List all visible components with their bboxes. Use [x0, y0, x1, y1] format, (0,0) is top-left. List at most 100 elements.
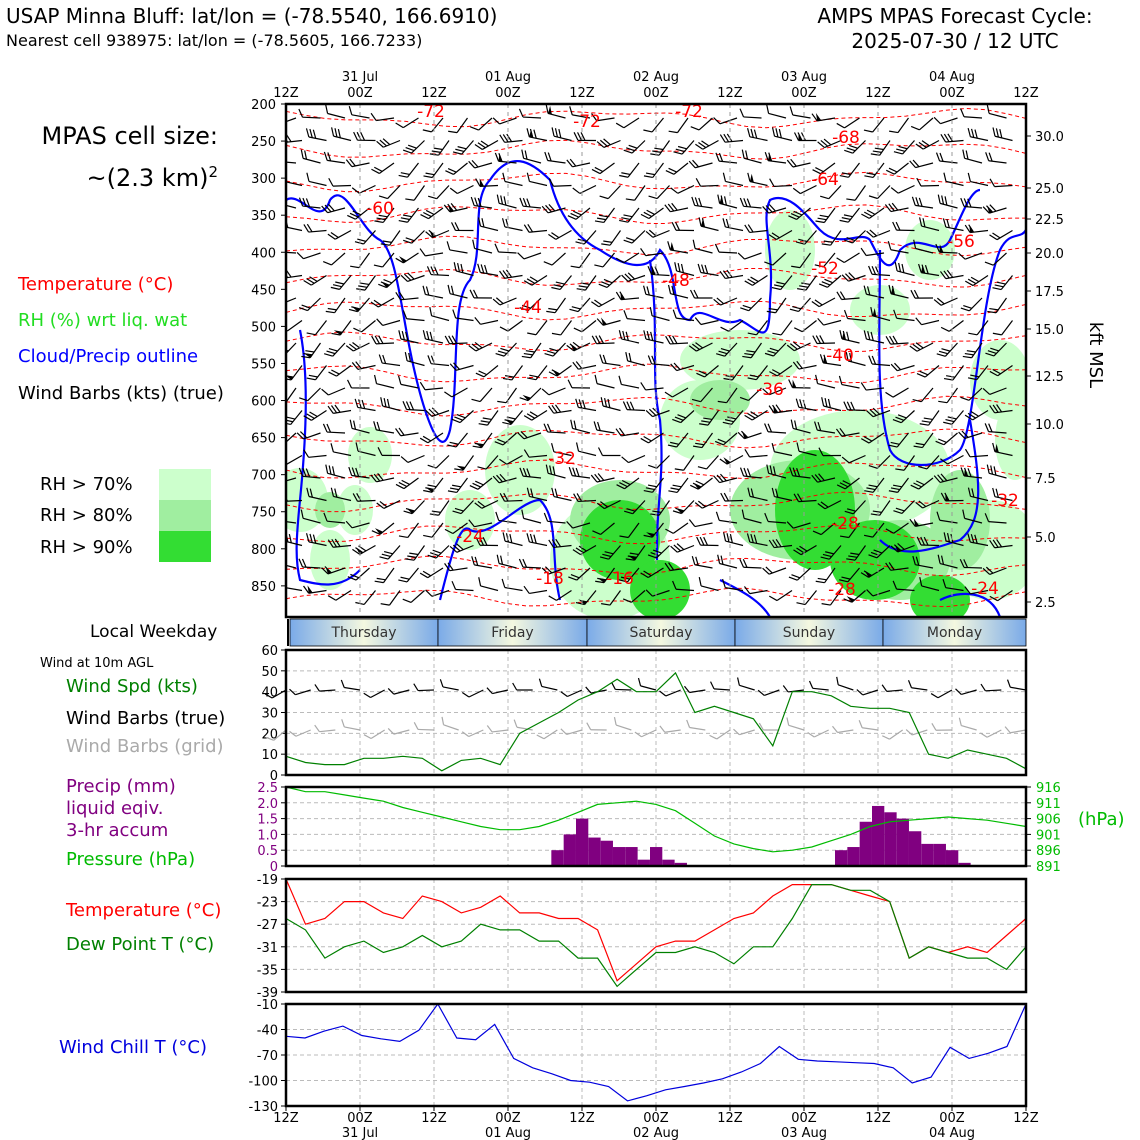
wind-barb [521, 342, 542, 359]
wind-barb [713, 473, 738, 484]
wind-barb [643, 330, 664, 344]
wind-barb [501, 218, 523, 232]
wind-barb-10m [1006, 679, 1027, 691]
wind-barb [741, 509, 762, 524]
wind-barb [568, 567, 591, 581]
wind-barb [918, 455, 940, 470]
wind-barb [888, 432, 909, 448]
wind-barb [423, 522, 444, 538]
wind-barb [526, 172, 548, 187]
wind-barb [353, 320, 376, 333]
wind-barb [306, 172, 327, 187]
wind-barb [762, 387, 787, 396]
wind-barb [985, 152, 1007, 164]
wind-barb [843, 590, 866, 603]
wind-barb [868, 355, 891, 367]
wind-barb [836, 252, 860, 264]
wind-barb [404, 351, 425, 367]
wind-barb [452, 140, 474, 155]
wind-barb [717, 387, 738, 404]
wind-barb [477, 455, 499, 470]
wind-barb [615, 291, 640, 301]
wind-barb [933, 297, 958, 306]
wind-barb [764, 342, 787, 357]
wind-barb [474, 139, 499, 150]
wind-speed-line [285, 671, 1027, 772]
wind-barb [722, 410, 744, 425]
y-tick-label: 60 [261, 644, 278, 659]
wind-barb [960, 297, 983, 312]
wind-barb [299, 387, 321, 402]
pressure-right-tick-label: 901 [1036, 828, 1061, 843]
wind-barb [697, 455, 719, 470]
wind-barb [523, 409, 548, 421]
wind-barb [351, 184, 376, 194]
wind-barb [499, 492, 523, 502]
isotherm-label: -18 [536, 569, 564, 589]
wind-barb-grid [341, 719, 361, 731]
rh-contour [765, 210, 815, 290]
wind-barb [821, 397, 842, 412]
wind-barb [548, 229, 572, 240]
wind-barb-grid [733, 728, 755, 736]
wind-barb [789, 297, 811, 313]
time-tick-bottom: 12Z [717, 1111, 743, 1126]
precip-label-line3: 3-hr accum [66, 820, 169, 841]
wind-barb [397, 375, 419, 389]
time-tick-top: 12Z [717, 86, 743, 101]
pressure-tick-label: 300 [251, 172, 276, 187]
wind-barb [376, 499, 401, 509]
wind-barb [912, 555, 934, 569]
cloud-outline [878, 229, 1026, 467]
precip-bar [933, 843, 946, 866]
wind-barb-10m [808, 680, 829, 691]
cell-size-line2: ~(2.3 km)2 [0, 154, 218, 196]
wind-barb [616, 477, 640, 490]
wind-barb [640, 567, 664, 579]
wind-barb [590, 473, 615, 483]
precip-bar [872, 805, 885, 866]
wind-barb [919, 217, 940, 232]
wind-barb [370, 297, 395, 308]
wind-barb [621, 454, 646, 464]
wind-barb [495, 342, 517, 357]
wind-barb [355, 590, 376, 606]
wind-barb-10m [264, 689, 287, 699]
wind-barb [844, 500, 866, 515]
time-tick-top: 12Z [421, 86, 447, 101]
wind-barb-grid [832, 725, 854, 734]
wind-barb [820, 185, 842, 200]
wind-barb [499, 133, 523, 143]
wind-barb [541, 387, 566, 396]
wind-barb [548, 178, 572, 187]
windchill-line [285, 1002, 1027, 1102]
wind-barb [696, 365, 719, 378]
pressure-right-tick-label: 906 [1036, 813, 1061, 828]
wind-barb [768, 538, 793, 549]
wind-barb [747, 128, 768, 142]
wind-barb [347, 207, 370, 220]
y-tick-label: 10 [261, 748, 278, 763]
wind-barb [839, 207, 860, 223]
wind-barb [303, 449, 327, 458]
wind-barb [964, 409, 989, 421]
wind-barb [846, 545, 866, 561]
wind-barb [526, 533, 548, 547]
cell-size-value: ~(2.3 km) [86, 164, 209, 192]
wind-barb [919, 577, 940, 592]
wind-barb [817, 317, 842, 326]
wind-barb [521, 149, 542, 164]
wind-barb [915, 139, 940, 150]
precip-label-line1: Precip (mm) [66, 776, 176, 797]
wind-barb [306, 320, 327, 336]
wind-barb [468, 341, 493, 352]
wind-barb [427, 455, 450, 469]
wind-barb [349, 419, 370, 434]
wind-barb [762, 566, 787, 575]
wind-barb [863, 117, 885, 133]
wind-barb [321, 203, 346, 214]
wind-barb [695, 178, 719, 187]
forecast-cycle-line2: 2025-07-30 / 12 UTC [851, 29, 1059, 53]
wind-barb [331, 320, 352, 336]
time-tick-top: 12Z [273, 86, 299, 101]
